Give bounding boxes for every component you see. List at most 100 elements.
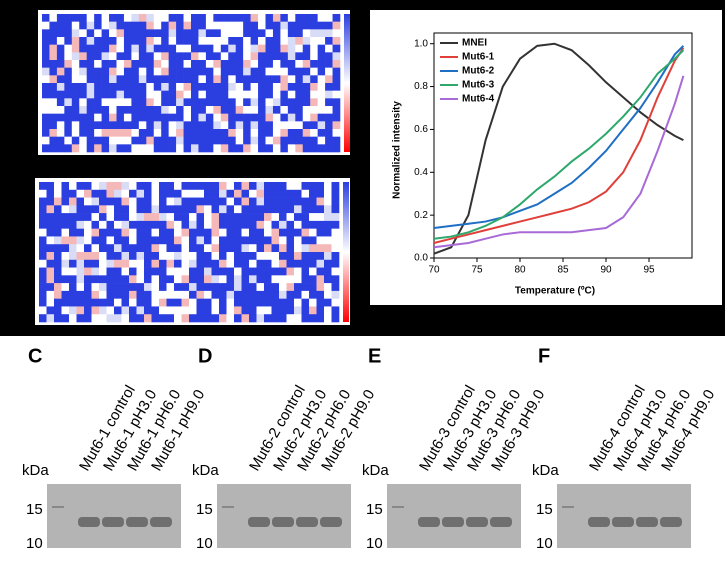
heatmap-cell [166, 252, 175, 261]
heatmap-cell [138, 29, 147, 38]
heatmap-cell [250, 52, 259, 61]
heatmap-cell [91, 290, 100, 299]
heatmap-cell [226, 259, 235, 268]
heatmap-cell [256, 267, 265, 276]
heatmap-cell [316, 306, 325, 315]
heatmap-cell [39, 259, 47, 268]
heatmap-cell [191, 129, 199, 137]
heatmap-cell [309, 236, 317, 245]
heatmap-cell [116, 75, 125, 84]
heatmap-cell [302, 75, 311, 84]
heatmap-cell [71, 113, 80, 122]
heatmap-cell [168, 144, 177, 153]
heatmap-cell [325, 44, 333, 53]
heatmap-cell [114, 275, 122, 284]
heatmap-cell [204, 197, 212, 206]
heatmap-cell [191, 60, 199, 68]
heatmap-cell [196, 244, 205, 253]
heatmap-cell [181, 189, 190, 198]
heatmap-cell [271, 314, 280, 323]
heatmap-cell [250, 37, 259, 45]
heatmap-cell [325, 83, 333, 91]
heatmap-cell [211, 306, 220, 315]
heatmap-cell [174, 205, 182, 214]
heatmap-cell [279, 236, 287, 245]
heatmap-cell [56, 29, 65, 38]
heatmap-cell [101, 29, 110, 38]
heatmap-cell [295, 44, 304, 53]
heatmap-cell [146, 52, 155, 61]
heatmap-cell [309, 306, 317, 315]
heatmap-cell [249, 189, 257, 198]
heatmap-cell [316, 267, 325, 276]
heatmap-cell [331, 244, 340, 253]
heatmap-cell [84, 267, 92, 276]
heatmap-cell [86, 37, 95, 45]
y-tick-label: 0.8 [414, 81, 428, 92]
heatmap-cell [226, 275, 235, 284]
heatmap-cell [198, 14, 207, 22]
heatmap-cell [286, 275, 295, 284]
heatmap-cell [129, 306, 137, 315]
heatmap-cell [56, 75, 65, 84]
heatmap-cell [280, 129, 289, 137]
heatmap-cell [46, 197, 55, 206]
heatmap-cell [220, 21, 229, 30]
heatmap-cell [226, 290, 235, 299]
heatmap-cell [191, 83, 199, 91]
heatmap-cell [136, 220, 145, 229]
heatmap-cell [204, 189, 212, 198]
heatmap-cell [99, 259, 107, 268]
heatmap-cell [116, 44, 125, 53]
heatmap-cell [228, 121, 236, 130]
heatmap-cell [331, 259, 340, 268]
heatmap-cell [79, 90, 87, 99]
heatmap-cell [325, 121, 333, 130]
heatmap-cell [121, 236, 130, 245]
heatmap-cell [316, 182, 325, 191]
heatmap-cell [151, 275, 160, 284]
heatmap-cell [228, 29, 236, 38]
heatmap-cell [123, 136, 132, 145]
band [442, 517, 464, 527]
heatmap-cell [235, 113, 244, 122]
heatmap-cell [121, 205, 130, 214]
heatmap-cell [211, 267, 220, 276]
heatmap-cell [174, 236, 182, 245]
heatmap-cell [258, 37, 266, 45]
heatmap-cell [153, 21, 162, 30]
heatmap-cell [159, 244, 167, 253]
heatmap-cell [161, 129, 169, 137]
heatmap-cell [49, 144, 58, 153]
heatmap-cell [129, 314, 137, 323]
heatmap-cell [287, 52, 296, 61]
panel-letter: F [538, 345, 550, 367]
heatmap-cell [205, 113, 214, 122]
heatmap-cell [220, 14, 229, 22]
heatmap-cell [241, 259, 250, 268]
heatmap-cell [317, 98, 326, 107]
heatmap-cell [213, 129, 222, 137]
heatmap-cell [331, 205, 340, 214]
heatmap-cell [234, 220, 242, 229]
heatmap-cell [205, 136, 214, 145]
heatmap-cell [99, 220, 107, 229]
heatmap-cell [265, 129, 274, 137]
heatmap-cell [42, 14, 50, 22]
heatmap-cell [241, 182, 250, 191]
heatmap-cell [76, 228, 85, 237]
heatmap-cell [168, 90, 177, 99]
heatmap-cell [84, 306, 92, 315]
heatmap-cell [71, 144, 80, 153]
heatmap-cell [324, 213, 332, 222]
heatmap-cell [76, 267, 85, 276]
heatmap-cell [121, 298, 130, 307]
heatmap-cell [243, 44, 251, 53]
heatmap-cell [272, 129, 281, 137]
heatmap-cell [189, 283, 197, 292]
heatmap-cell [317, 129, 326, 137]
heatmap-cell [226, 228, 235, 237]
heatmap-cell [234, 252, 242, 261]
heatmap-cell [258, 113, 266, 122]
heatmap-cell [49, 136, 58, 145]
